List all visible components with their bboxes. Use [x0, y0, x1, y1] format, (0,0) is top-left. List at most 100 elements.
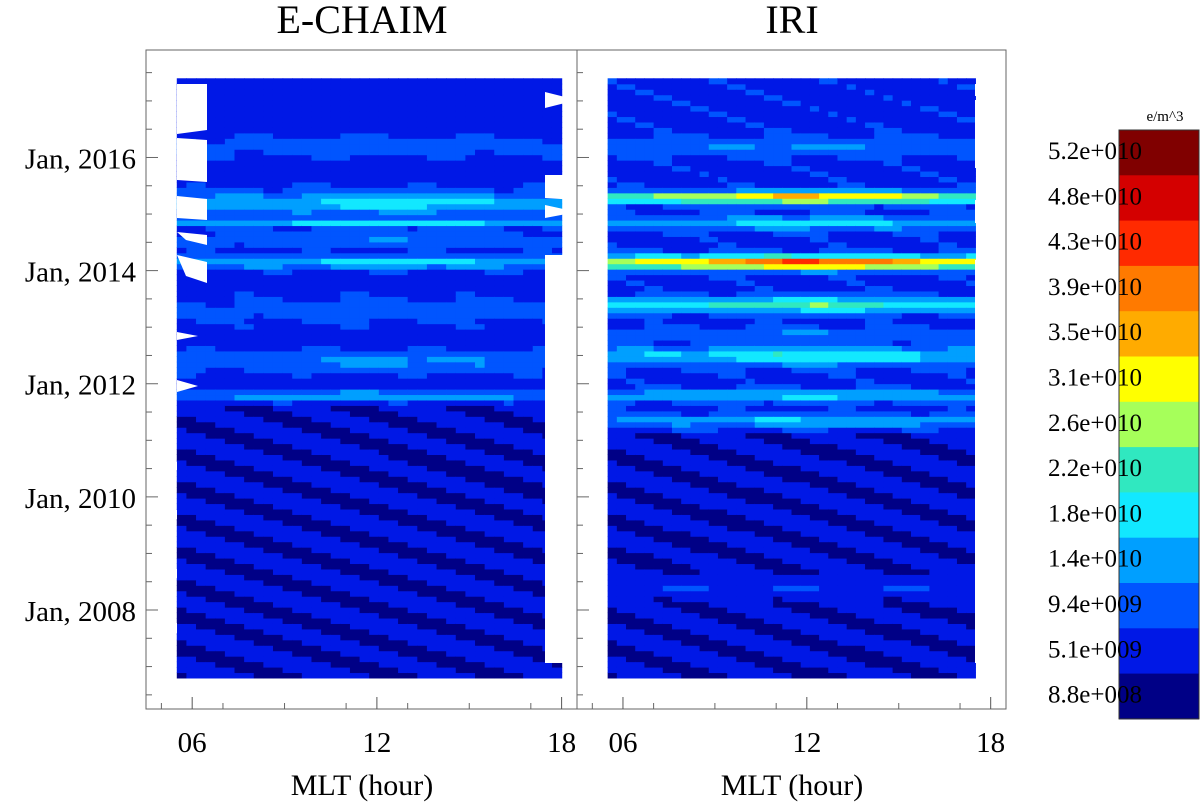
- field-cell: [176, 508, 188, 515]
- field-cell: [398, 672, 409, 679]
- field-cell: [398, 388, 409, 396]
- field-cell: [196, 279, 207, 287]
- field-cell: [340, 274, 351, 281]
- field-cell: [263, 590, 274, 597]
- field-cell: [388, 481, 399, 488]
- field-cell: [378, 301, 390, 308]
- field-cell: [607, 252, 618, 259]
- field-cell: [205, 100, 216, 107]
- field-cell: [186, 514, 197, 521]
- field-cell: [446, 459, 457, 466]
- field-cell: [484, 154, 495, 161]
- field-cell: [417, 203, 428, 210]
- field-cell: [311, 198, 322, 205]
- field-cell: [301, 296, 313, 303]
- field-cell: [465, 339, 476, 346]
- field-cell: [426, 492, 438, 499]
- field-cell: [359, 508, 370, 515]
- field-cell: [369, 607, 380, 614]
- field-cell: [532, 312, 543, 319]
- field-cell: [186, 225, 197, 232]
- field-cell: [513, 519, 524, 526]
- field-cell: [465, 100, 476, 107]
- field-cell: [503, 617, 515, 624]
- field-cell: [224, 487, 236, 494]
- field-cell: [330, 487, 341, 494]
- field-cell: [616, 465, 627, 472]
- field-cell: [224, 388, 236, 396]
- field-cell: [644, 143, 655, 150]
- field-cell: [532, 132, 543, 139]
- field-cell: [330, 378, 341, 385]
- field-cell: [311, 334, 322, 341]
- field-cell: [263, 236, 274, 243]
- field-cell: [398, 176, 409, 183]
- field-cell: [494, 656, 505, 663]
- field-cell: [455, 590, 466, 597]
- field-cell: [321, 394, 332, 401]
- field-cell: [523, 301, 534, 308]
- field-cell: [263, 476, 274, 483]
- field-cell: [513, 323, 524, 330]
- field-cell: [626, 329, 636, 336]
- field-cell: [616, 557, 627, 565]
- field-cell: [263, 410, 274, 417]
- field-cell: [378, 623, 390, 630]
- field-cell: [626, 165, 636, 172]
- field-cell: [532, 574, 543, 581]
- missing-data-region: [177, 380, 198, 392]
- field-cell: [616, 552, 627, 559]
- field-cell: [398, 241, 409, 248]
- field-cell: [282, 666, 293, 674]
- field-cell: [465, 492, 476, 499]
- field-cell: [301, 290, 313, 297]
- field-cell: [378, 508, 390, 515]
- field-cell: [272, 203, 284, 210]
- field-cell: [282, 388, 293, 396]
- field-cell: [542, 225, 553, 232]
- field-cell: [263, 421, 274, 428]
- field-cell: [484, 470, 495, 477]
- field-cell: [407, 590, 418, 597]
- field-cell: [407, 628, 418, 635]
- field-cell: [369, 661, 380, 668]
- field-cell: [417, 323, 428, 330]
- field-cell: [282, 601, 293, 608]
- field-cell: [607, 209, 618, 216]
- field-cell: [272, 557, 284, 565]
- field-cell: [224, 279, 236, 287]
- field-cell: [503, 410, 515, 417]
- field-cell: [369, 448, 380, 455]
- field-cell: [523, 285, 534, 292]
- field-cell: [455, 361, 466, 368]
- field-cell: [340, 601, 351, 608]
- field-cell: [465, 547, 476, 554]
- field-cell: [224, 481, 236, 488]
- field-cell: [321, 498, 332, 505]
- field-cell: [523, 274, 534, 281]
- field-cell: [513, 138, 524, 145]
- field-cell: [455, 541, 466, 548]
- field-cell: [321, 383, 332, 390]
- x-tick-label: 12: [362, 727, 391, 759]
- field-cell: [484, 590, 495, 597]
- field-cell: [616, 508, 627, 515]
- field-cell: [186, 356, 197, 363]
- field-cell: [635, 585, 646, 592]
- field-cell: [475, 312, 486, 319]
- field-cell: [398, 323, 409, 330]
- field-cell: [282, 110, 293, 118]
- field-cell: [215, 410, 226, 417]
- field-cell: [616, 160, 627, 167]
- field-cell: [523, 203, 534, 210]
- field-cell: [626, 154, 636, 161]
- field-cell: [196, 427, 207, 434]
- field-cell: [607, 258, 618, 265]
- field-cell: [494, 110, 505, 118]
- field-cell: [484, 361, 495, 368]
- field-cell: [369, 198, 380, 205]
- field-cell: [311, 607, 322, 614]
- field-cell: [176, 356, 188, 363]
- field-cell: [378, 318, 390, 325]
- field-cell: [301, 274, 313, 281]
